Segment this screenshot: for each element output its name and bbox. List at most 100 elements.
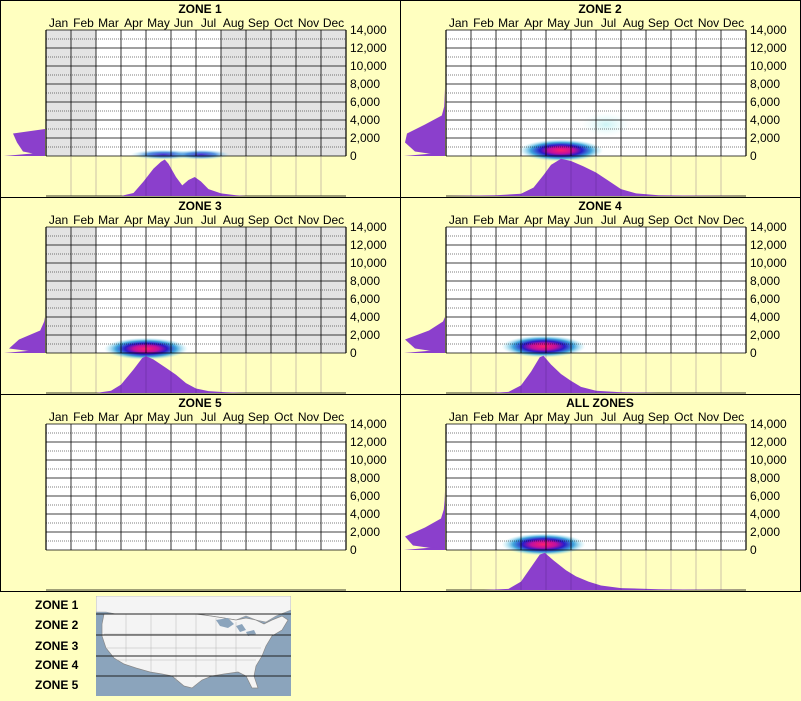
elevation-tick-label: 2,000 bbox=[350, 525, 380, 539]
month-label-jan: Jan bbox=[449, 16, 468, 30]
month-label-dec: Dec bbox=[723, 410, 744, 424]
month-label-jun: Jun bbox=[174, 410, 193, 424]
month-label-mar: Mar bbox=[498, 410, 519, 424]
elevation-tick-label: 0 bbox=[350, 543, 357, 557]
density-blob bbox=[581, 112, 631, 137]
zone-charts: ZONE 1 Jan Feb Mar Apr May Jun Jul Aug Sep Oct Nov D… bbox=[0, 0, 801, 592]
legend-zone-3-label: ZONE 3 bbox=[35, 639, 79, 653]
month-label-jun: Jun bbox=[174, 16, 193, 30]
elevation-profile-base bbox=[404, 349, 445, 353]
month-label-may: May bbox=[147, 213, 170, 227]
month-label-jul: Jul bbox=[601, 16, 616, 30]
elevation-tick-label: 6,000 bbox=[750, 292, 780, 306]
month-label-sep: Sep bbox=[648, 410, 670, 424]
density-blob bbox=[501, 335, 586, 358]
elevation-tick-label: 6,000 bbox=[750, 95, 780, 109]
density-blob bbox=[519, 139, 603, 162]
month-label-jun: Jun bbox=[174, 213, 193, 227]
month-label-nov: Nov bbox=[298, 410, 319, 424]
elevation-tick-label: 14,000 bbox=[350, 220, 387, 234]
elevation-tick-label: 12,000 bbox=[350, 238, 387, 252]
elevation-tick-label: 2,000 bbox=[750, 525, 780, 539]
month-label-nov: Nov bbox=[698, 410, 719, 424]
month-label-jul: Jul bbox=[601, 410, 616, 424]
panel-zone-3: ZONE 3 Jan Feb Mar Apr May Jun Jul Aug Sep Oct Nov D… bbox=[0, 197, 401, 395]
elevation-profile bbox=[9, 317, 45, 353]
elevation-tick-label: 8,000 bbox=[750, 274, 780, 288]
month-label-may: May bbox=[547, 16, 570, 30]
month-label-feb: Feb bbox=[73, 16, 94, 30]
month-label-dec: Dec bbox=[323, 410, 344, 424]
elevation-tick-label: 12,000 bbox=[750, 435, 787, 449]
elevation-tick-label: 14,000 bbox=[750, 23, 787, 37]
elevation-tick-label: 2,000 bbox=[350, 328, 380, 342]
panel-title: ALL ZONES bbox=[566, 396, 634, 410]
elevation-tick-label: 0 bbox=[350, 149, 357, 163]
elevation-tick-label: 10,000 bbox=[350, 453, 387, 467]
seasonal-profile bbox=[483, 552, 746, 590]
elevation-tick-label: 8,000 bbox=[350, 471, 380, 485]
month-label-jul: Jul bbox=[201, 16, 216, 30]
month-label-may: May bbox=[547, 213, 570, 227]
month-label-aug: Aug bbox=[623, 410, 644, 424]
panel-title: ZONE 4 bbox=[578, 199, 622, 213]
elevation-tick-label: 4,000 bbox=[750, 113, 780, 127]
elevation-profile-base bbox=[404, 152, 445, 156]
month-label-apr: Apr bbox=[524, 410, 543, 424]
elevation-tick-label: 0 bbox=[750, 543, 757, 557]
map-zone-lines bbox=[96, 613, 291, 677]
month-label-aug: Aug bbox=[223, 16, 244, 30]
elevation-tick-label: 4,000 bbox=[750, 310, 780, 324]
density-blob bbox=[501, 533, 586, 556]
month-label-may: May bbox=[547, 410, 570, 424]
month-label-jun: Jun bbox=[574, 213, 593, 227]
month-label-oct: Oct bbox=[674, 16, 693, 30]
month-label-dec: Dec bbox=[723, 16, 744, 30]
elevation-tick-label: 12,000 bbox=[750, 238, 787, 252]
panel-zone-2: ZONE 2 Jan Feb Mar Apr May Jun Jul Aug Sep Oct Nov D… bbox=[400, 0, 801, 198]
elevation-tick-label: 2,000 bbox=[750, 328, 780, 342]
month-label-jan: Jan bbox=[449, 410, 468, 424]
month-label-mar: Mar bbox=[98, 410, 119, 424]
panel-zone-5: ZONE 5 Jan Feb Mar Apr May Jun Jul Aug Sep Oct Nov D… bbox=[0, 394, 401, 592]
month-label-mar: Mar bbox=[498, 213, 519, 227]
elevation-tick-label: 14,000 bbox=[750, 417, 787, 431]
zone-legend-panel: ZONE 1 ZONE 2 ZONE 3 ZONE 4 ZONE 5 bbox=[0, 591, 800, 701]
month-label-apr: Apr bbox=[124, 410, 143, 424]
month-label-jan: Jan bbox=[49, 410, 68, 424]
month-label-oct: Oct bbox=[274, 213, 293, 227]
elevation-tick-label: 4,000 bbox=[350, 310, 380, 324]
elevation-tick-label: 6,000 bbox=[350, 95, 380, 109]
elevation-tick-label: 0 bbox=[750, 346, 757, 360]
month-label-nov: Nov bbox=[698, 213, 719, 227]
month-label-mar: Mar bbox=[98, 213, 119, 227]
month-label-jan: Jan bbox=[449, 213, 468, 227]
map-us-land bbox=[101, 613, 289, 689]
panel-zone-4: ZONE 4 Jan Feb Mar Apr May Jun Jul Aug Sep Oct Nov D… bbox=[400, 197, 801, 395]
month-label-sep: Sep bbox=[648, 213, 670, 227]
panel-zone-1: ZONE 1 Jan Feb Mar Apr May Jun Jul Aug Sep Oct Nov D… bbox=[0, 0, 401, 198]
elevation-profile bbox=[13, 129, 45, 156]
elevation-tick-label: 10,000 bbox=[350, 256, 387, 270]
month-label-feb: Feb bbox=[73, 213, 94, 227]
month-label-feb: Feb bbox=[473, 410, 494, 424]
month-label-jun: Jun bbox=[574, 410, 593, 424]
elevation-tick-label: 10,000 bbox=[750, 59, 787, 73]
elevation-tick-label: 0 bbox=[350, 346, 357, 360]
elevation-tick-label: 10,000 bbox=[750, 453, 787, 467]
month-label-feb: Feb bbox=[473, 16, 494, 30]
elevation-tick-label: 8,000 bbox=[750, 77, 780, 91]
us-zone-map bbox=[96, 596, 291, 696]
month-label-feb: Feb bbox=[473, 213, 494, 227]
elevation-tick-label: 12,000 bbox=[350, 435, 387, 449]
panel-title: ZONE 2 bbox=[578, 2, 622, 16]
elevation-tick-label: 6,000 bbox=[750, 489, 780, 503]
elevation-tick-label: 8,000 bbox=[350, 274, 380, 288]
month-label-apr: Apr bbox=[524, 213, 543, 227]
elevation-tick-label: 10,000 bbox=[750, 256, 787, 270]
month-label-aug: Aug bbox=[223, 213, 244, 227]
seasonal-profile bbox=[121, 159, 246, 196]
month-label-aug: Aug bbox=[223, 410, 244, 424]
month-label-aug: Aug bbox=[623, 16, 644, 30]
